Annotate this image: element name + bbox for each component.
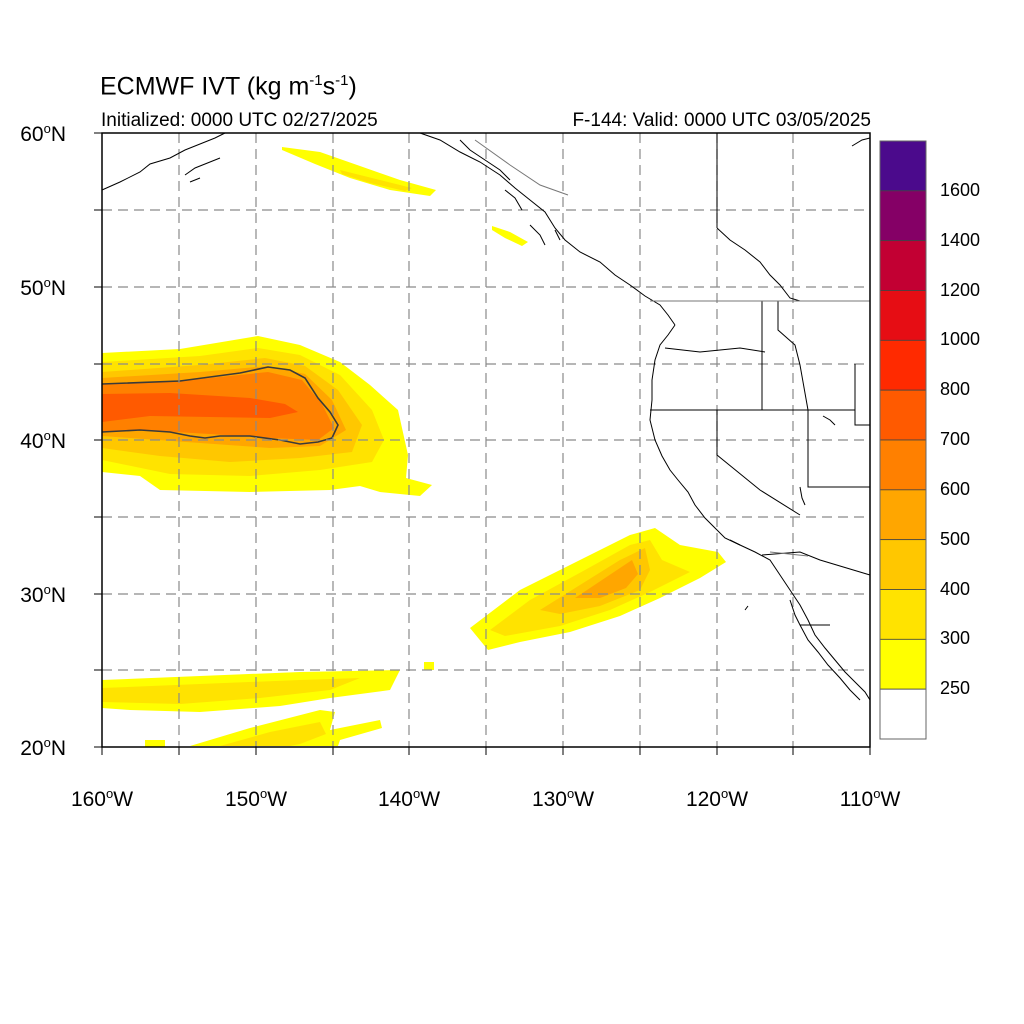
initialized-time: Initialized: 0000 UTC 02/27/2025: [101, 110, 378, 131]
colorbar-frame: [879, 140, 927, 740]
ivt-250-southern-2: [190, 710, 382, 746]
country-borders: [474, 139, 870, 557]
ivt-250-alaska: [282, 147, 436, 196]
colorbar-tick-label: 800: [940, 379, 971, 400]
ivt-500-subtropical: [575, 560, 638, 598]
valid-time: F-144: Valid: 0000 UTC 03/05/2025: [572, 110, 871, 131]
colorbar-swatch: [879, 190, 927, 242]
colorbar-swatch: [879, 290, 927, 341]
colorbar-swatch: [879, 240, 927, 291]
lon-label-130: 130oW: [531, 786, 595, 811]
ivt-400-subtropical: [540, 548, 650, 614]
lat-label-50: 50oN: [20, 275, 66, 300]
colorbar-swatch: [879, 439, 927, 491]
ivt-shading: [102, 147, 726, 747]
ivt-small-patch-1: [145, 740, 165, 747]
ivt-250-alaska-2: [492, 226, 528, 246]
lon-label-140: 140oW: [377, 786, 441, 811]
colorbar-swatch: [879, 389, 927, 441]
ivt-700-northern: [102, 393, 298, 422]
lon-label-160: 160oW: [70, 786, 134, 811]
ivt-600-contour: [101, 366, 339, 445]
ivt-300-southern-2: [220, 722, 326, 746]
colorbar-swatch: [879, 339, 927, 391]
colorbar-swatch: [879, 638, 927, 690]
colorbar-tick-label: 600: [940, 478, 971, 499]
colorbar-tick-label: 1000: [940, 329, 981, 350]
colorbar-tick-label: 1200: [940, 279, 981, 300]
map-title: ECMWF IVT (kg m-1s-1): [100, 72, 357, 101]
colorbar-swatch: [879, 539, 927, 590]
lon-label-110: 110oW: [839, 786, 901, 811]
colorbar-tick-label: 1400: [940, 229, 981, 250]
colorbar-tick-label: 500: [940, 528, 971, 549]
ivt-300-alaska: [340, 170, 412, 191]
colorbar-tick-label: 1600: [940, 179, 981, 200]
lat-label-40: 40oN: [20, 428, 66, 453]
colorbar-swatch: [879, 589, 927, 640]
colorbar-tick-label: 300: [940, 628, 971, 649]
colorbar-swatch: [879, 489, 927, 541]
lon-label-120: 120oW: [685, 786, 749, 811]
colorbar-tick-label: 250: [940, 678, 971, 699]
colorbar-swatch: [879, 140, 927, 192]
colorbar-tick-label: 400: [940, 578, 971, 599]
lat-label-60: 60oN: [20, 121, 66, 146]
colorbar-swatch: [879, 688, 927, 740]
graticule: [102, 133, 870, 747]
lat-label-20: 20oN: [20, 735, 66, 760]
ivt-small-patch-2: [424, 662, 434, 670]
state-borders: [650, 133, 871, 626]
colorbar: [879, 140, 927, 740]
lon-label-150: 150oW: [224, 786, 288, 811]
ivt-300-southern: [102, 678, 360, 704]
coastlines: [101, 132, 871, 701]
lat-label-30: 30oN: [20, 582, 66, 607]
axis-ticks: [94, 132, 871, 755]
colorbar-tick-label: 700: [940, 429, 971, 449]
